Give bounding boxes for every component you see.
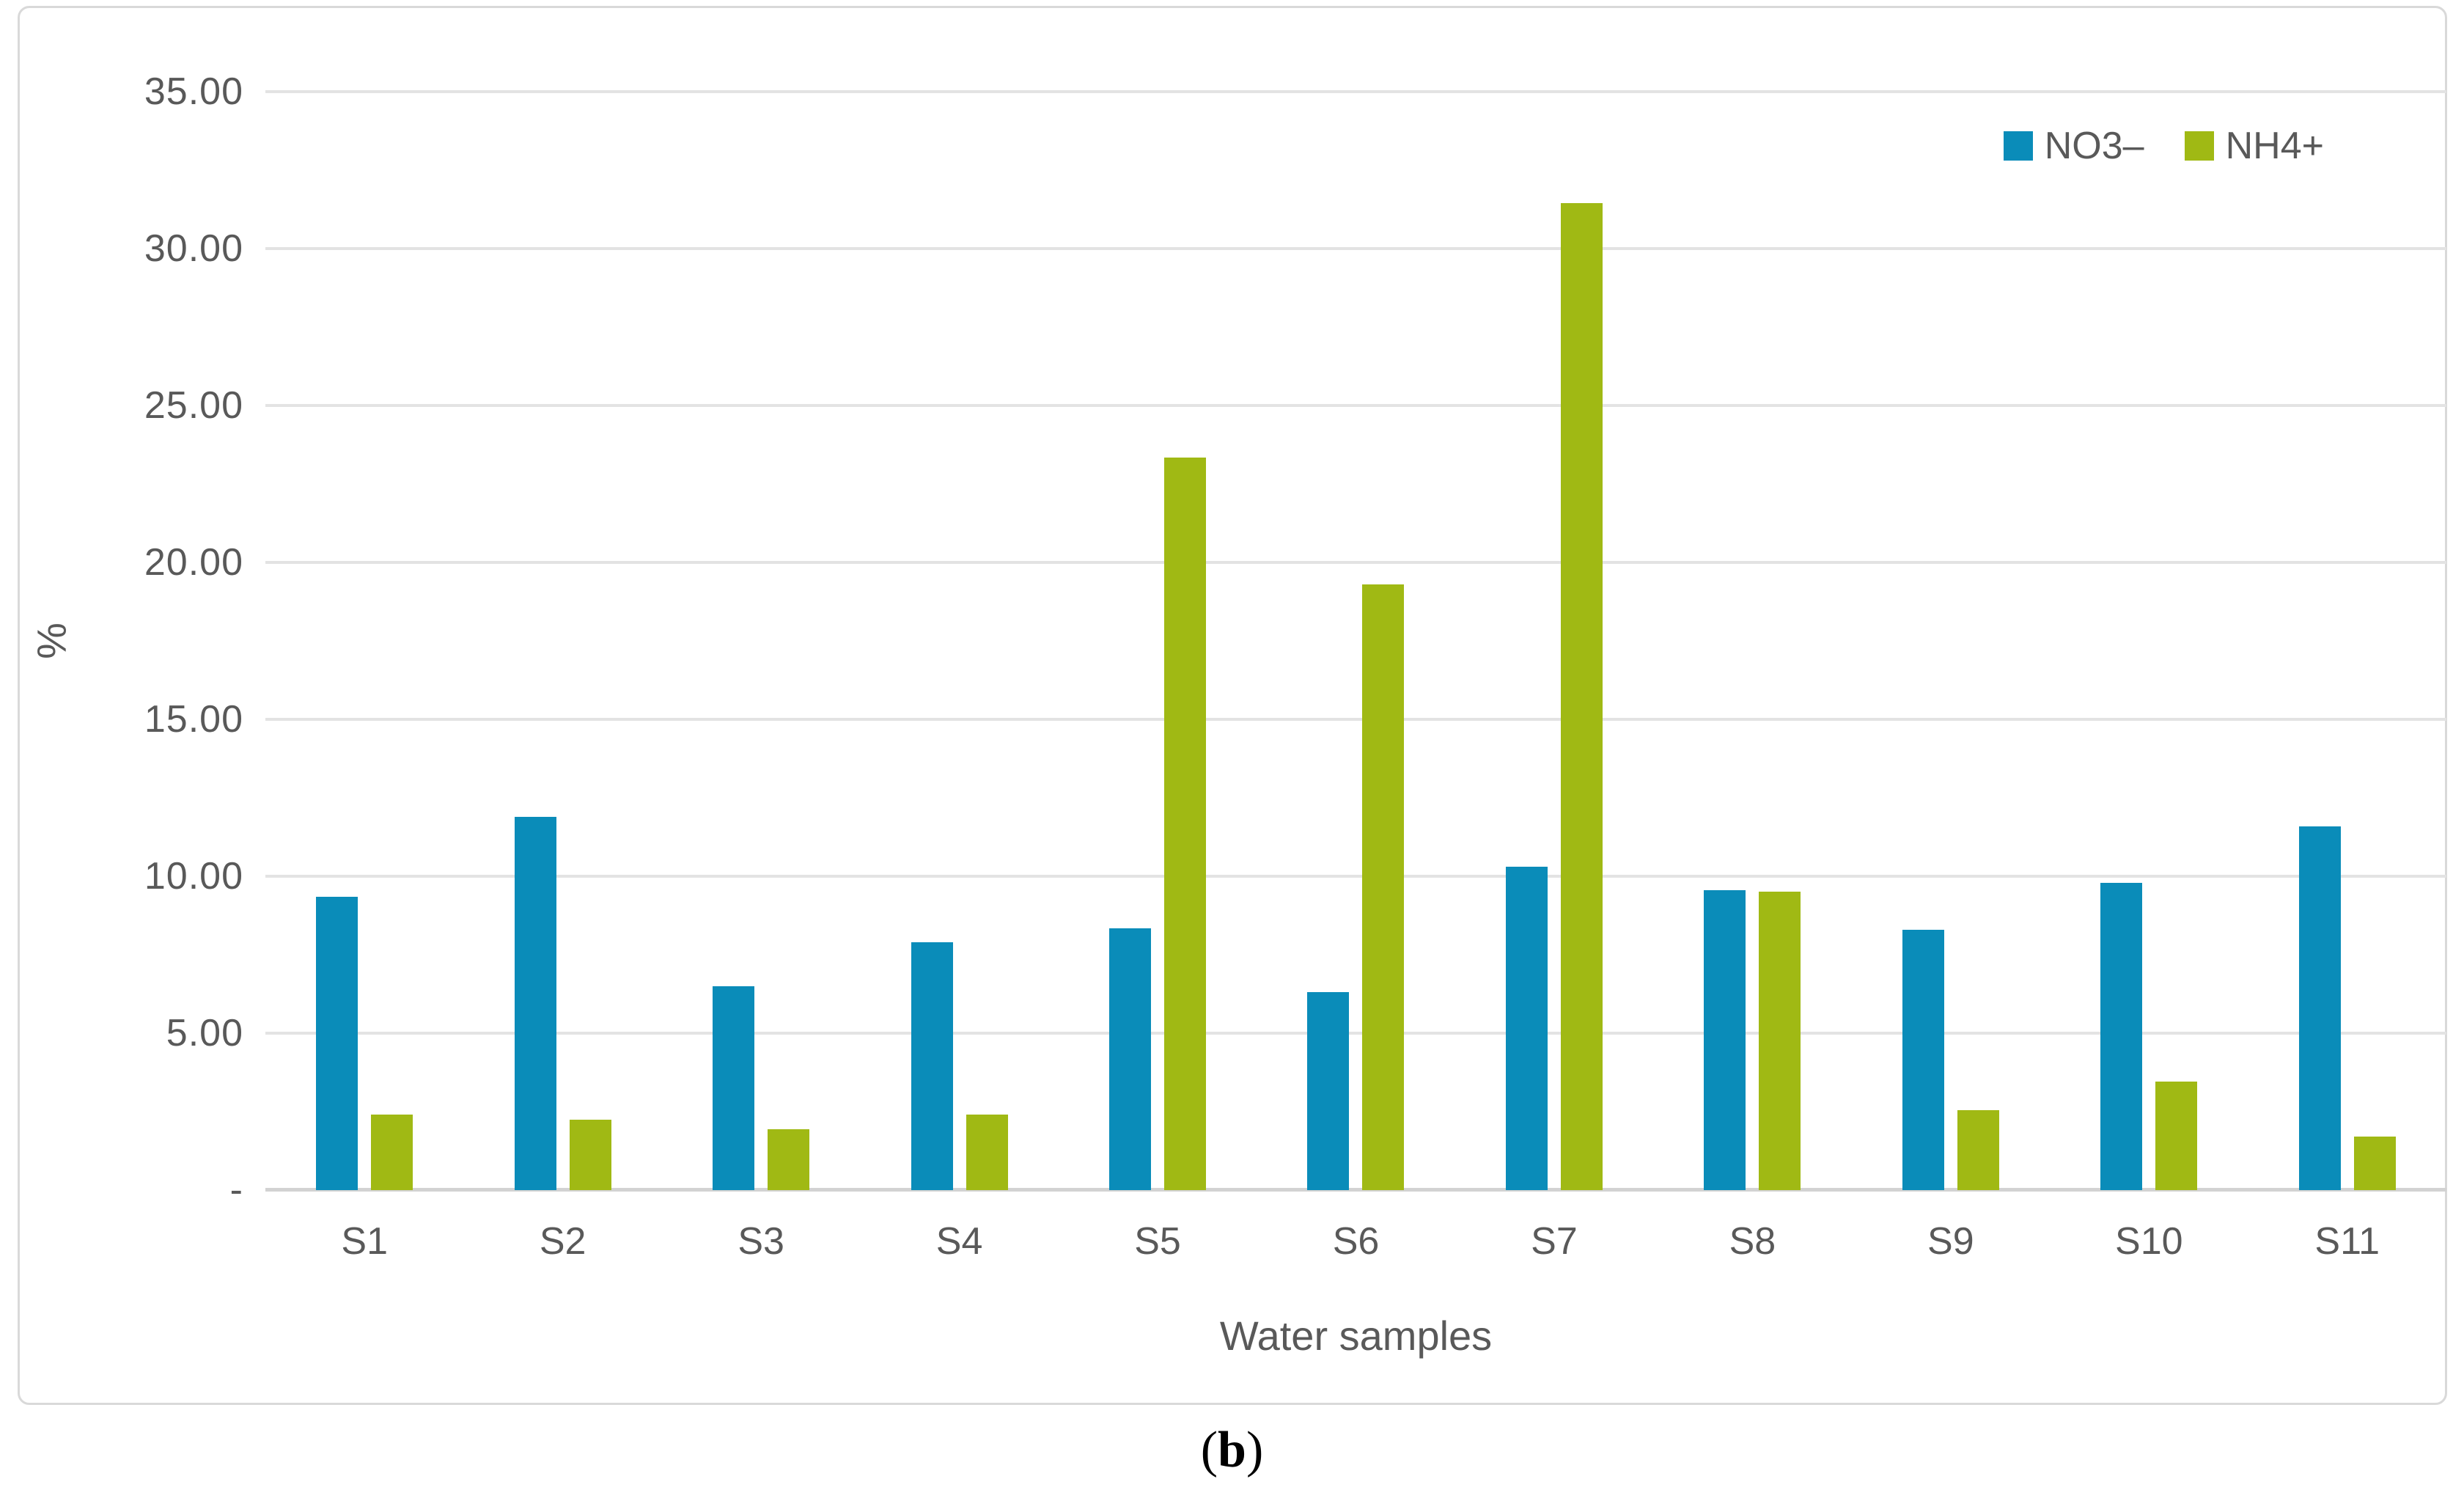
bar-s8-no3: [1704, 890, 1746, 1190]
bar-group-s4: [860, 92, 1058, 1190]
bar-s10-no3: [2100, 882, 2143, 1190]
x-tick-label-s8: S8: [1729, 1220, 1776, 1263]
bar-s1-nh4: [371, 1115, 413, 1190]
legend-item-nh4: NH4+: [2184, 124, 2324, 168]
x-tick-label-s2: S2: [539, 1220, 586, 1263]
gridline: [265, 561, 2446, 565]
bar-group-s9: [1852, 92, 2050, 1190]
bar-group-s11: [2248, 92, 2446, 1190]
gridline: [265, 875, 2446, 878]
caption-paren-close: ): [1246, 1422, 1264, 1478]
bar-group-s5: [1059, 92, 1257, 1190]
bar-group-s1: [265, 92, 463, 1190]
x-tick-label-s11: S11: [2314, 1220, 2380, 1263]
caption-paren-open: (: [1200, 1422, 1218, 1478]
bar-s6-no3: [1307, 992, 1350, 1190]
y-tick-label: 30.00: [144, 227, 243, 270]
bar-s1-no3: [316, 896, 358, 1190]
x-tick-labels: S1 S2 S3 S4 S5 S6 S7 S8 S9 S10 S11: [265, 1219, 2446, 1263]
y-tick-labels: 35.00 30.00 25.00 20.00 15.00 10.00 5.00 -: [20, 70, 243, 1211]
x-axis-line: [265, 1188, 2446, 1192]
bar-s5-no3: [1109, 928, 1152, 1190]
bar-group-s2: [463, 92, 661, 1190]
x-tick-label-s6: S6: [1332, 1220, 1380, 1263]
bar-s4-no3: [911, 942, 953, 1190]
caption-letter: b: [1218, 1422, 1246, 1478]
figure-caption: (b): [0, 1421, 2464, 1480]
legend-swatch-icon: [2003, 131, 2033, 161]
x-axis-title: Water samples: [1219, 1313, 1493, 1359]
x-tick-label-s3: S3: [738, 1220, 784, 1263]
x-tick-label-s4: S4: [935, 1220, 983, 1263]
y-tick-label: -: [229, 1169, 243, 1211]
bar-s2-nh4: [569, 1119, 611, 1190]
bar-group-s8: [1653, 92, 1851, 1190]
x-tick-label-s9: S9: [1927, 1220, 1974, 1263]
gridline: [265, 718, 2446, 721]
legend-label: NO3–: [2044, 125, 2144, 167]
bar-s8-nh4: [1759, 892, 1801, 1190]
plot-area: [265, 90, 2446, 1192]
y-tick-label: 5.00: [166, 1012, 243, 1054]
y-tick-label: 35.00: [144, 70, 243, 113]
x-tick-label-s7: S7: [1531, 1220, 1578, 1263]
bar-group-s3: [662, 92, 860, 1190]
bar-group-s7: [1455, 92, 1653, 1190]
bar-s9-no3: [1902, 929, 1944, 1190]
x-tick-label-s1: S1: [341, 1220, 389, 1263]
bar-s3-nh4: [768, 1129, 810, 1190]
bar-s7-nh4: [1560, 202, 1603, 1190]
y-tick-label: 15.00: [144, 698, 243, 741]
legend-swatch-icon: [2184, 131, 2214, 161]
bar-s3-no3: [713, 986, 755, 1190]
bar-s6-nh4: [1362, 584, 1405, 1190]
gridline: [265, 1032, 2446, 1035]
legend-item-no3: NO3–: [2003, 124, 2144, 168]
bar-s4-nh4: [966, 1115, 1008, 1190]
bar-s2-no3: [514, 816, 556, 1190]
x-tick-label-s10: S10: [2115, 1220, 2183, 1263]
bar-group-s6: [1257, 92, 1455, 1190]
bar-groups: [265, 92, 2446, 1190]
legend: NO3– NH4+: [2003, 124, 2324, 168]
x-tick-label-s5: S5: [1134, 1220, 1181, 1263]
bar-s11-nh4: [2353, 1137, 2396, 1190]
gridline: [265, 90, 2446, 93]
chart-frame: % 35.00 30.00 25.00 20.00 15.00 10.00 5.00- S1…: [18, 6, 2447, 1405]
bar-s11-no3: [2298, 826, 2341, 1190]
legend-label: NH4+: [2225, 125, 2324, 167]
bar-s5-nh4: [1164, 457, 1207, 1190]
bar-s7-no3: [1505, 867, 1548, 1190]
y-tick-label: 10.00: [144, 855, 243, 898]
y-tick-label: 20.00: [144, 541, 243, 584]
bar-group-s10: [2050, 92, 2248, 1190]
bar-s9-nh4: [1957, 1109, 1999, 1190]
gridline: [265, 247, 2446, 250]
y-tick-label: 25.00: [144, 384, 243, 427]
gridline: [265, 404, 2446, 407]
bar-s10-nh4: [2155, 1082, 2198, 1190]
